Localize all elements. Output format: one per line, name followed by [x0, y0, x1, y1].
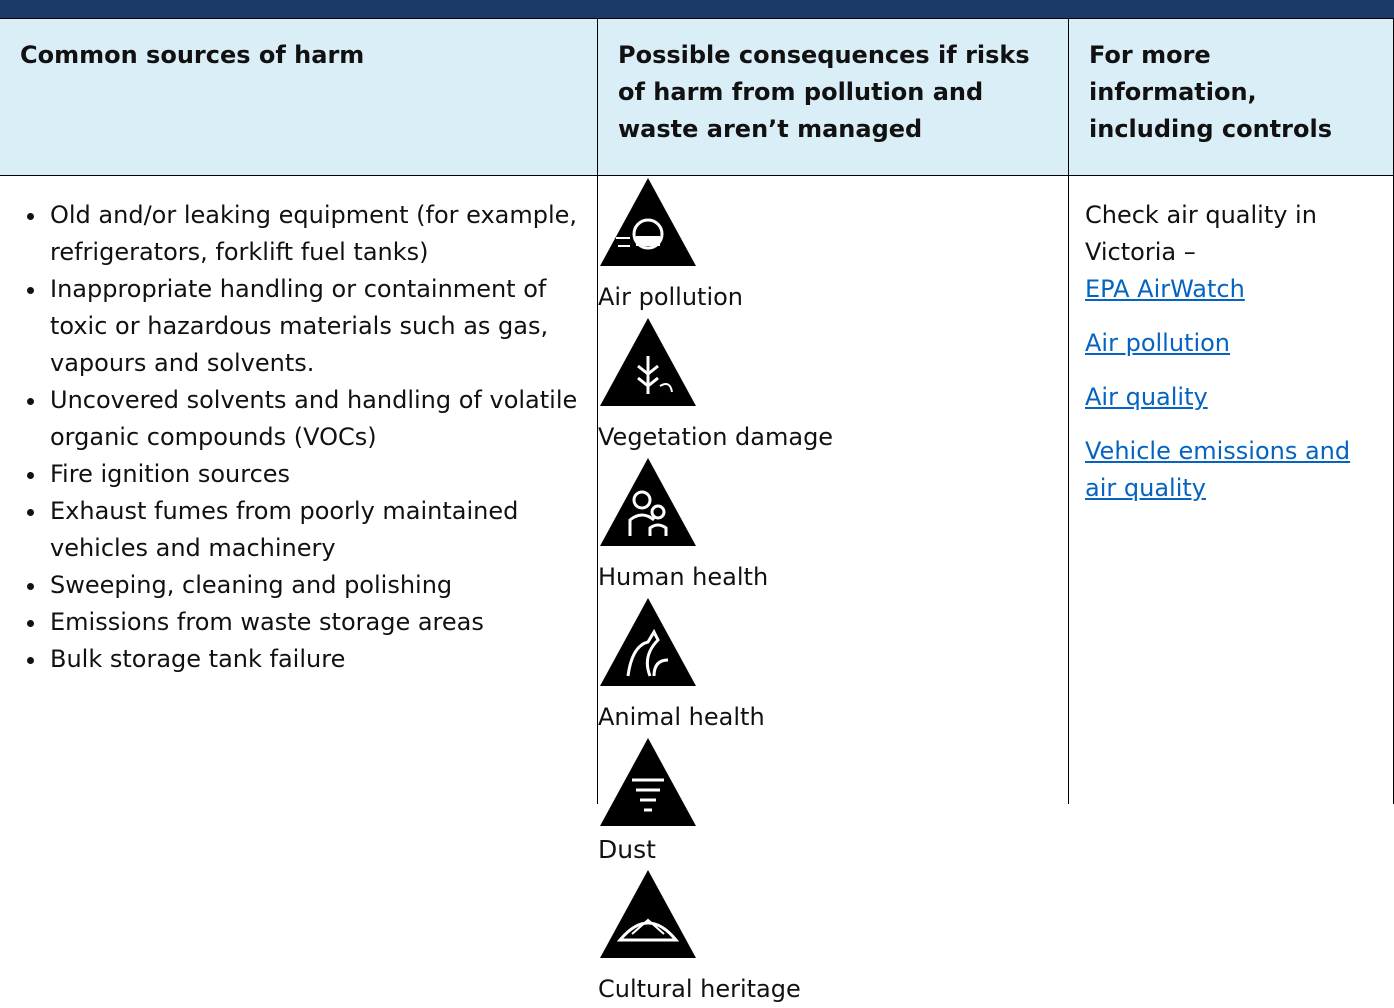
bullet-item: Bulk storage tank failure [48, 641, 588, 678]
icon-label: Animal health [598, 703, 765, 731]
icon: Vegetation damage [598, 316, 1069, 456]
link[interactable]: EPA AirWatch [1085, 275, 1245, 303]
info-text: Check air quality in Victoria – [1085, 201, 1317, 266]
link-row: Vehicle emissions and air quality [1085, 433, 1353, 507]
page: Common sources of harm Possible conseque… [0, 0, 1394, 804]
bullet-item: Old and/or leaking equipment (for exampl… [48, 197, 588, 271]
icon-label: Vegetation damage [598, 423, 834, 451]
header-text: For more information, including controls [1089, 41, 1332, 143]
top-bar [0, 0, 1394, 18]
bullet-item: Inappropriate handling or containment of… [48, 271, 588, 382]
hazard-icon [600, 870, 696, 958]
link-row: EPA AirWatch [1085, 271, 1353, 308]
bullet-item: Exhaust fumes from poorly maintained veh… [48, 493, 588, 567]
link[interactable]: Air pollution [1085, 329, 1231, 357]
icon: Air pollution [598, 176, 1069, 316]
bullet-list: Old and/or leaking equipment (for exampl… [0, 197, 588, 678]
header-cell: Possible consequences if risks of harm f… [597, 18, 1069, 175]
icon: Human health [598, 456, 1069, 596]
icon-label: Cultural heritage [598, 975, 801, 1003]
body-cell: Old and/or leaking equipment (for exampl… [0, 175, 598, 804]
icon: Cultural heritage [598, 868, 1069, 1008]
header-text: Possible consequences if risks of harm f… [618, 41, 1030, 143]
bullet-item: Emissions from waste storage areas [48, 604, 588, 641]
bullet-item: Uncovered solvents and handling of volat… [48, 382, 588, 456]
icon-label: Human health [598, 563, 769, 591]
table: Common sources of harm Possible conseque… [0, 18, 1394, 1003]
link-list: EPA AirWatch Air pollution Air quality Vehi… [1085, 271, 1353, 507]
body-cell: Air pollution Vegetation damage Human heal… [597, 175, 1069, 1003]
hazard-icon [600, 598, 696, 686]
link[interactable]: Air quality [1085, 383, 1208, 411]
hazard-icon [600, 458, 696, 546]
icon: Animal health [598, 596, 1069, 736]
icon: Dust [598, 736, 1069, 868]
header-cell: For more information, including controls [1068, 18, 1394, 175]
header-text: Common sources of harm [20, 41, 365, 69]
icon-label: Dust [598, 835, 656, 864]
body-cell: Check air quality in Victoria – EPA AirW… [1068, 175, 1394, 804]
bullet-item: Fire ignition sources [48, 456, 588, 493]
hazard-icon [600, 318, 696, 406]
link-row: Air pollution [1085, 325, 1353, 362]
icon-label: Air pollution [598, 283, 744, 311]
link-row: Air quality [1085, 379, 1353, 416]
link[interactable]: Vehicle emissions and air quality [1085, 437, 1351, 502]
bullet-item: Sweeping, cleaning and polishing [48, 567, 588, 604]
header-cell: Common sources of harm [0, 18, 598, 175]
hazard-icon [600, 178, 696, 266]
hazard-icon [600, 738, 696, 826]
